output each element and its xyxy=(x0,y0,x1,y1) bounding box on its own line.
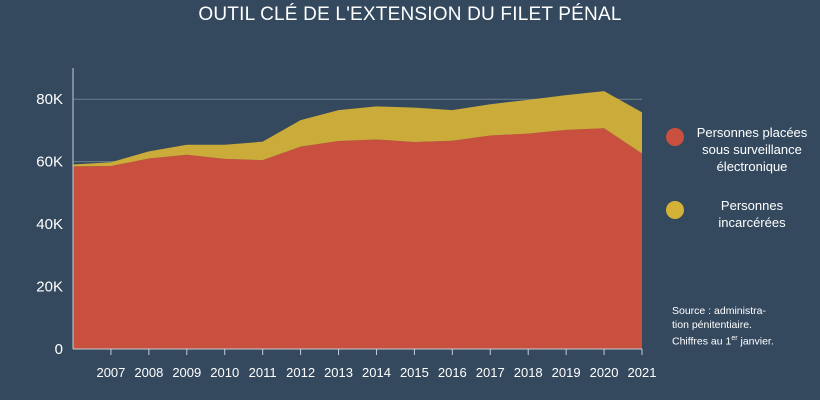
legend-label-surveillance: Personnes placées sous surveillance élec… xyxy=(696,125,808,174)
x-tick-label-2015: 2015 xyxy=(400,365,429,380)
x-tick-label-2007: 2007 xyxy=(96,365,125,380)
x-tick-label-2011: 2011 xyxy=(249,365,277,380)
axes xyxy=(72,68,642,350)
y-tick-label-0: 0 xyxy=(55,341,63,358)
source-line-3-pre: Chiffres au 1 xyxy=(672,335,732,348)
legend-swatch-incarcerees xyxy=(666,201,684,219)
source-line-2: tion pénitentiaire. xyxy=(672,319,752,331)
x-tick-label-2017: 2017 xyxy=(476,365,505,380)
source-line-3-sup: er xyxy=(731,335,738,342)
x-tick-label-2014: 2014 xyxy=(362,365,391,380)
x-tick-label-2013: 2013 xyxy=(324,365,353,380)
x-tick-label-2018: 2018 xyxy=(514,365,543,380)
legend-swatch-surveillance xyxy=(666,128,684,146)
x-tick-label-2016: 2016 xyxy=(438,365,467,380)
y-tick-label-60K: 60K xyxy=(36,154,63,171)
y-tick-label-40K: 40K xyxy=(36,216,63,233)
x-tick-label-2009: 2009 xyxy=(172,365,201,380)
x-tick-label-2020: 2020 xyxy=(590,365,619,380)
x-tick-label-2012: 2012 xyxy=(286,365,315,380)
y-axis-ticks: 0 20K 40K 60K 80K xyxy=(36,91,63,358)
x-tick-label-2008: 2008 xyxy=(134,365,163,380)
area-series-0 xyxy=(73,128,642,349)
x-tick-label-2019: 2019 xyxy=(552,365,581,380)
x-tick-label-2021: 2021 xyxy=(628,365,657,380)
chart-title: OUTIL CLÉ DE L'EXTENSION DU FILET PÉNAL xyxy=(198,4,622,25)
source-line-3-post: janvier. xyxy=(737,335,774,348)
y-tick-label-20K: 20K xyxy=(36,279,63,296)
source-line-1: Source : administra- xyxy=(672,305,766,317)
legend-label-incarcerees: Personnes incarcérées xyxy=(718,198,786,230)
x-tick-label-2010: 2010 xyxy=(210,365,239,380)
y-tick-label-80K: 80K xyxy=(36,91,63,108)
area-layer xyxy=(73,91,642,349)
legend-item-incarcerees[interactable]: Personnes incarcérées xyxy=(662,197,812,231)
source-note: Source : administra- tion pénitentiaire.… xyxy=(672,304,812,349)
legend-item-surveillance[interactable]: Personnes placées sous surveillance élec… xyxy=(662,124,812,175)
legend: Personnes placées sous surveillance élec… xyxy=(662,124,812,253)
x-axis-ticks: 2007 2008 2009 2010 2011 2012 2013 2014 2015 2016… xyxy=(96,349,656,380)
area-series-1 xyxy=(73,91,642,167)
